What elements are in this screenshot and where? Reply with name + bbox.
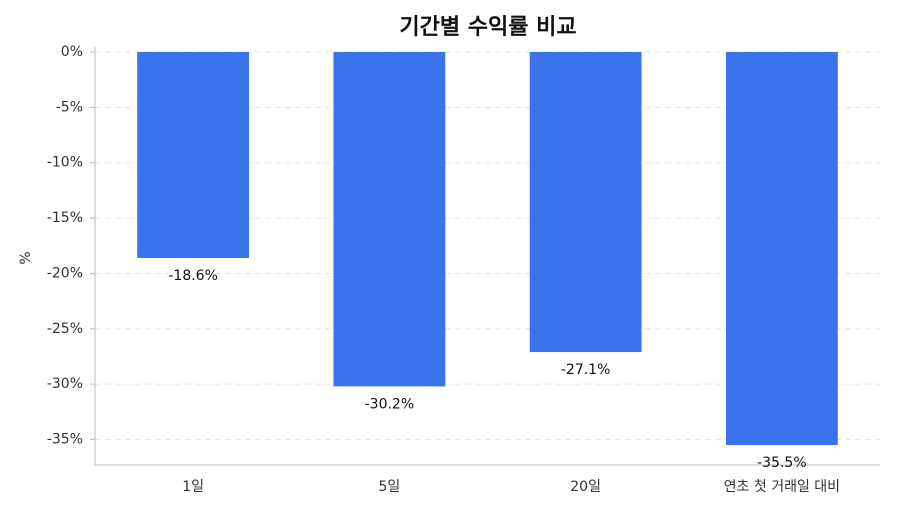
x-tick-label: 5일 bbox=[378, 479, 400, 495]
y-tick-label: -5% bbox=[56, 99, 83, 115]
y-tick-label: -10% bbox=[47, 155, 83, 171]
value-label: -27.1% bbox=[561, 362, 611, 378]
y-tick-label: 0% bbox=[61, 44, 83, 60]
x-tick-label: 1일 bbox=[182, 479, 204, 495]
x-tick-label: 20일 bbox=[570, 479, 601, 495]
x-tick-label: 연초 첫 거래일 대비 bbox=[724, 479, 840, 495]
bar bbox=[725, 52, 838, 446]
y-tick-label: -15% bbox=[47, 210, 83, 226]
value-label: -18.6% bbox=[168, 268, 218, 284]
y-tick-label: -20% bbox=[47, 265, 83, 281]
bar bbox=[529, 52, 642, 353]
y-tick-label: -35% bbox=[47, 432, 83, 448]
value-label: -30.2% bbox=[365, 396, 415, 412]
chart-title: 기간별 수익률 비교 bbox=[399, 15, 576, 40]
bar bbox=[333, 52, 446, 387]
y-tick-label: -25% bbox=[47, 321, 83, 337]
bar bbox=[137, 52, 250, 258]
value-label: -35.5% bbox=[757, 455, 807, 471]
y-axis-label: % bbox=[18, 251, 34, 264]
y-tick-label: -30% bbox=[47, 376, 83, 392]
